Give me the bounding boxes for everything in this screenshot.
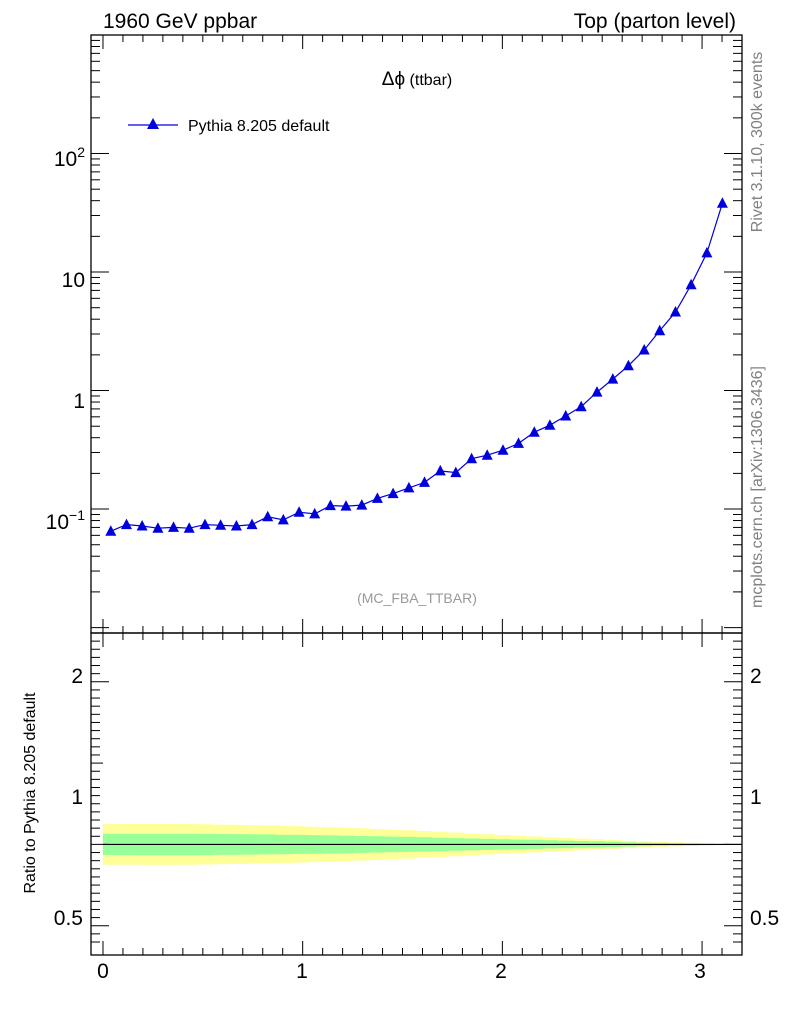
data-point: [622, 359, 634, 371]
data-point: [105, 525, 117, 536]
data-point: [121, 518, 132, 530]
data-point: [544, 419, 556, 430]
main-tick-label-2: 10: [62, 269, 85, 292]
x-tick-label-2: 2: [495, 960, 507, 983]
legend-marker: [147, 118, 159, 129]
data-point: [324, 499, 336, 511]
data-point: [685, 278, 697, 290]
x-tick-labels: 0 1 2 3: [97, 960, 706, 983]
data-point: [183, 522, 195, 533]
data-point: [607, 373, 619, 384]
data-point: [356, 499, 368, 510]
x-tick-label-1: 1: [296, 960, 308, 983]
main-tick-labels: 10−1 1 10 102: [46, 144, 86, 534]
ratio-ylabel: Ratio to Pythia 8.205 default: [22, 692, 39, 894]
ratio-frame: [90, 632, 743, 956]
data-point: [701, 246, 713, 258]
plot-title: Δϕ (ttbar): [382, 69, 452, 90]
data-point: [638, 344, 650, 355]
x-tick-label-0: 0: [97, 960, 109, 983]
ratio-tick-label-left-2: 2: [71, 665, 83, 688]
data-point: [497, 444, 509, 455]
data-point: [199, 518, 211, 530]
data-point: [168, 521, 179, 532]
data-point: [152, 522, 164, 533]
ratio-tick-label-left-0: 0.5: [54, 907, 83, 930]
data-point: [654, 324, 666, 336]
rivet-label: Rivet 3.1.10, 300k events: [749, 52, 766, 233]
data-point: [277, 513, 289, 525]
mcplots-label: mcplots.cern.ch [arXiv:1306.3436]: [749, 366, 766, 608]
main-tick-sup-0: −1: [69, 507, 85, 523]
main-tick-label-3: 102: [54, 144, 85, 171]
legend-label: Pythia 8.205 default: [188, 118, 330, 135]
main-series: [105, 197, 728, 536]
data-point: [340, 500, 352, 511]
series-line: [110, 203, 723, 532]
data-point: [528, 426, 540, 437]
data-point: [466, 452, 478, 464]
data-point: [481, 449, 493, 460]
data-point: [560, 410, 572, 421]
ratio-tick-label-right-2: 2: [750, 665, 762, 688]
data-point: [434, 464, 446, 476]
data-point: [513, 437, 524, 448]
data-point: [309, 507, 321, 519]
data-point: [387, 487, 399, 499]
header-right: Top (parton level): [574, 10, 736, 33]
data-point: [136, 520, 148, 531]
ratio-tick-label-right-0: 0.5: [750, 907, 779, 930]
data-point: [293, 506, 305, 517]
main-tick-sup-3: 2: [77, 144, 85, 160]
data-point: [450, 466, 462, 478]
data-point: [246, 518, 258, 530]
title-symbol: Δϕ: [382, 69, 405, 90]
ratio-tick-label-left-1: 1: [71, 786, 83, 809]
data-point: [371, 492, 383, 503]
ratio-tick-label-right-1: 1: [750, 786, 762, 809]
ratio-band: [102, 823, 742, 865]
main-tick-label-0: 10−1: [46, 507, 86, 534]
data-point: [230, 520, 242, 531]
data-point: [716, 197, 728, 208]
x-tick-label-3: 3: [694, 960, 706, 983]
title-suffix: (ttbar): [405, 72, 452, 89]
data-point: [575, 400, 587, 412]
legend: Pythia 8.205 default: [128, 118, 330, 135]
ratio-axes: [90, 632, 743, 956]
header-left: 1960 GeV ppbar: [103, 10, 257, 33]
ratio-tick-labels: 0.5 1 2 0.5 1 2: [54, 665, 779, 930]
data-point: [403, 481, 415, 493]
main-tick-label-1: 1: [73, 390, 85, 413]
analysis-tag: (MC_FBA_TTBAR): [357, 590, 477, 606]
data-point: [215, 519, 227, 530]
data-point: [670, 306, 681, 317]
data-point: [262, 510, 274, 522]
data-point: [419, 476, 430, 487]
data-point: [591, 386, 603, 397]
